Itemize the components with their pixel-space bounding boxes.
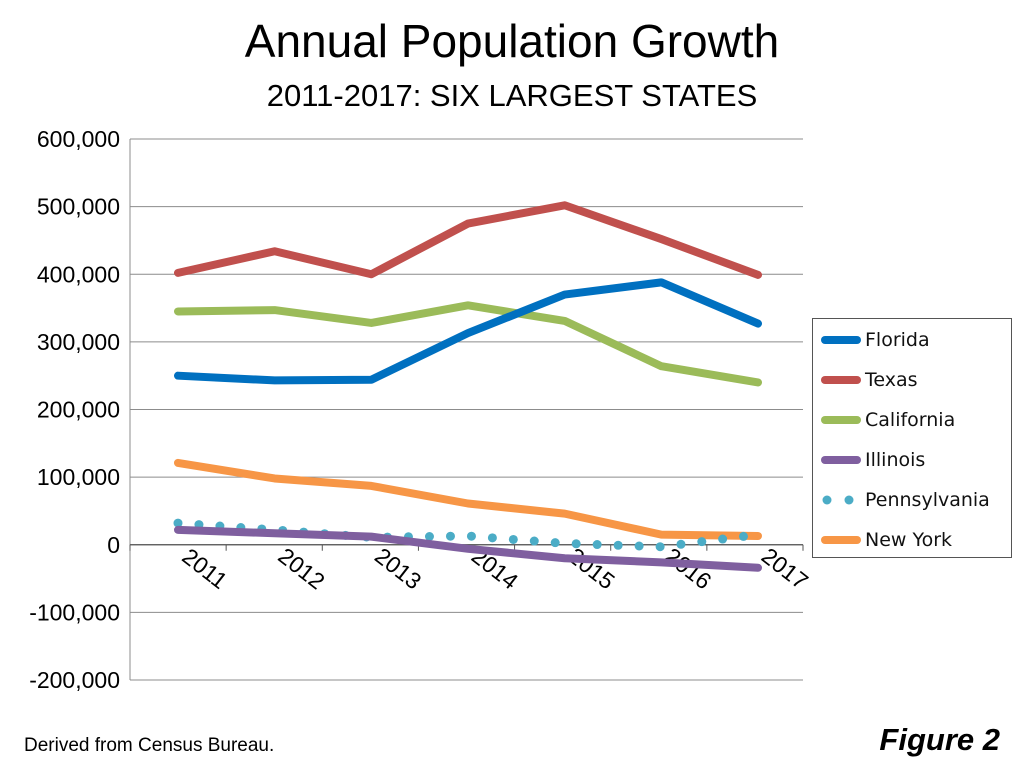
series-illinois	[174, 525, 762, 572]
chart-subtitle: 2011-2017: SIX LARGEST STATES	[266, 78, 758, 113]
data-point	[738, 531, 748, 541]
series-line	[174, 278, 762, 385]
legend-label: Pennsylvania	[865, 489, 990, 511]
axes: 600,000 500,000 400,000 300,000 200,000 100,0…	[29, 126, 813, 693]
series-line	[174, 201, 762, 279]
x-tick-label: 2017	[757, 542, 813, 594]
data-point	[466, 531, 476, 541]
y-tick-label: 600,000	[37, 126, 120, 152]
legend-label: Texas	[865, 369, 918, 391]
legend-swatch	[819, 406, 863, 434]
legend-swatch	[819, 326, 863, 354]
legend-swatch	[819, 446, 863, 474]
series-line	[174, 525, 762, 572]
y-tick-label: -200,000	[29, 667, 120, 693]
legend-label: California	[865, 409, 956, 431]
legend-item: Florida	[819, 326, 930, 354]
legend-item: Pennsylvania	[819, 486, 990, 514]
legend-item: Illinois	[819, 446, 925, 474]
data-point	[173, 518, 183, 528]
source-note: Derived from Census Bureau.	[24, 735, 275, 756]
legend-swatch	[819, 486, 863, 514]
y-tick-label: 400,000	[37, 261, 120, 287]
series-california	[174, 301, 762, 387]
data-point	[613, 540, 623, 550]
y-tick-label: 500,000	[37, 194, 120, 220]
legend-swatch	[819, 526, 863, 554]
legend-item: New York	[819, 526, 952, 554]
legend-item: Texas	[819, 366, 918, 394]
chart-legend: Florida Texas California Illinois Pennsylvan…	[812, 318, 1012, 558]
series-lines	[173, 201, 762, 572]
x-tick-label: 2015	[563, 542, 619, 594]
legend-item: California	[819, 406, 955, 434]
series-line	[174, 458, 762, 540]
legend-label: Illinois	[865, 449, 926, 471]
x-tick-label: 2011	[177, 543, 232, 594]
figure-label: Figure 2	[879, 722, 1000, 757]
series-texas	[174, 201, 762, 279]
series-florida	[174, 278, 762, 385]
data-point	[697, 537, 707, 547]
y-tick-label: 100,000	[37, 464, 120, 490]
series-new-york	[174, 458, 762, 540]
data-point	[445, 531, 455, 541]
legend-label: New York	[865, 529, 953, 551]
data-point	[529, 536, 539, 546]
series-line	[174, 301, 762, 387]
data-point	[718, 534, 728, 544]
y-tick-label: 300,000	[37, 329, 120, 355]
legend-label: Florida	[865, 329, 930, 351]
data-point	[655, 542, 665, 552]
data-point	[487, 533, 497, 543]
data-point	[592, 540, 602, 550]
chart-title: Annual Population Growth	[244, 15, 780, 67]
y-tick-label: -100,000	[29, 599, 120, 625]
data-point	[676, 539, 686, 549]
legend-swatch	[819, 366, 863, 394]
y-tick-label: 0	[107, 532, 120, 558]
y-tick-label: 200,000	[37, 397, 120, 423]
data-point	[508, 534, 518, 544]
data-point	[571, 539, 581, 549]
x-tick-label: 2012	[273, 542, 329, 594]
data-point	[634, 541, 644, 551]
data-point	[550, 538, 560, 548]
data-point	[424, 531, 434, 541]
